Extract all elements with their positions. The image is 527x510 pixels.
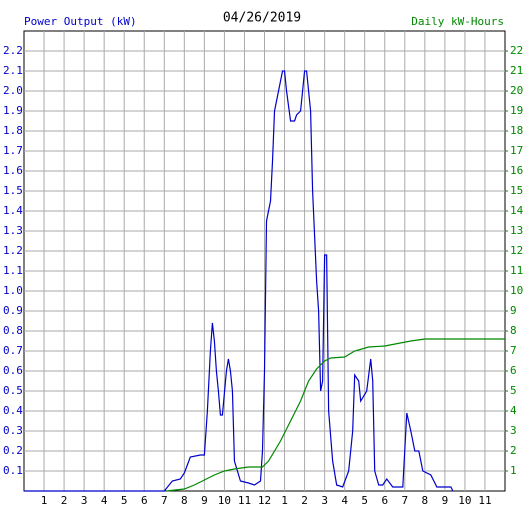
y2-tick-label: 14 bbox=[510, 204, 524, 217]
y-tick-label: 1.9 bbox=[3, 104, 23, 117]
x-tick-label: 8 bbox=[181, 494, 188, 507]
x-tick-label: 1 bbox=[41, 494, 48, 507]
x-tick-label: 2 bbox=[61, 494, 68, 507]
x-tick-label: 11 bbox=[238, 494, 251, 507]
x-tick-label: 9 bbox=[442, 494, 449, 507]
y-tick-label: 2.0 bbox=[3, 84, 23, 97]
y2-tick-label: 3 bbox=[510, 424, 517, 437]
x-tick-label: 2 bbox=[301, 494, 308, 507]
x-tick-label: 6 bbox=[141, 494, 148, 507]
x-tick-label: 7 bbox=[401, 494, 408, 507]
y2-tick-label: 11 bbox=[510, 264, 523, 277]
y-tick-label: 1.7 bbox=[3, 144, 23, 157]
y-tick-label: 0.6 bbox=[3, 364, 23, 377]
y2-tick-label: 9 bbox=[510, 304, 517, 317]
y2-tick-label: 20 bbox=[510, 84, 523, 97]
x-tick-label: 10 bbox=[458, 494, 471, 507]
x-tick-label: 11 bbox=[478, 494, 491, 507]
y2-tick-label: 12 bbox=[510, 244, 523, 257]
y2-tick-label: 21 bbox=[510, 64, 523, 77]
x-tick-label: 6 bbox=[381, 494, 388, 507]
y-tick-label: 0.9 bbox=[3, 304, 23, 317]
x-tick-label: 5 bbox=[121, 494, 128, 507]
y2-tick-label: 1 bbox=[510, 464, 517, 477]
y-tick-label: 1.4 bbox=[3, 204, 23, 217]
y-tick-label: 0.4 bbox=[3, 404, 23, 417]
x-tick-label: 4 bbox=[341, 494, 348, 507]
series-line bbox=[166, 338, 505, 492]
series-line bbox=[24, 70, 454, 492]
x-tick-label: 1 bbox=[281, 494, 288, 507]
x-tick-label: 3 bbox=[321, 494, 328, 507]
x-tick-label: 9 bbox=[201, 494, 208, 507]
x-tick-label: 3 bbox=[81, 494, 88, 507]
right-axis-title: Daily kW-Hours bbox=[411, 15, 504, 28]
y2-tick-label: 6 bbox=[510, 364, 517, 377]
y2-tick-label: 16 bbox=[510, 164, 523, 177]
x-tick-label: 4 bbox=[101, 494, 108, 507]
x-tick-label: 12 bbox=[258, 494, 271, 507]
y-tick-label: 1.1 bbox=[3, 264, 23, 277]
y2-tick-label: 5 bbox=[510, 384, 517, 397]
x-tick-label: 10 bbox=[218, 494, 231, 507]
y2-tick-label: 19 bbox=[510, 104, 523, 117]
y-tick-label: 0.7 bbox=[3, 344, 23, 357]
y2-tick-label: 2 bbox=[510, 444, 517, 457]
x-tick-label: 8 bbox=[422, 494, 429, 507]
x-tick-label: 7 bbox=[161, 494, 168, 507]
y2-tick-label: 7 bbox=[510, 344, 517, 357]
y2-tick-label: 13 bbox=[510, 224, 523, 237]
y-tick-label: 0.1 bbox=[3, 464, 23, 477]
y-tick-label: 2.2 bbox=[3, 44, 23, 57]
y2-tick-label: 18 bbox=[510, 124, 523, 137]
y2-tick-label: 4 bbox=[510, 404, 517, 417]
y-tick-label: 1.3 bbox=[3, 224, 23, 237]
y-tick-label: 1.5 bbox=[3, 184, 23, 197]
y-tick-label: 0.8 bbox=[3, 324, 23, 337]
y2-tick-label: 17 bbox=[510, 144, 523, 157]
y-tick-label: 2.1 bbox=[3, 64, 23, 77]
y2-tick-label: 8 bbox=[510, 324, 517, 337]
y2-tick-label: 15 bbox=[510, 184, 523, 197]
chart-title: 04/26/2019 bbox=[223, 11, 301, 26]
y-tick-label: 0.3 bbox=[3, 424, 23, 437]
y-tick-label: 0.5 bbox=[3, 384, 23, 397]
left-axis-title: Power Output (kW) bbox=[24, 15, 137, 28]
x-tick-label: 5 bbox=[361, 494, 368, 507]
y2-tick-label: 22 bbox=[510, 44, 523, 57]
y2-tick-label: 10 bbox=[510, 284, 523, 297]
y-tick-label: 0.2 bbox=[3, 444, 23, 457]
y-tick-label: 1.8 bbox=[3, 124, 23, 137]
y-tick-label: 1.6 bbox=[3, 164, 23, 177]
y-tick-label: 1.0 bbox=[3, 284, 23, 297]
y-tick-label: 1.2 bbox=[3, 244, 23, 257]
